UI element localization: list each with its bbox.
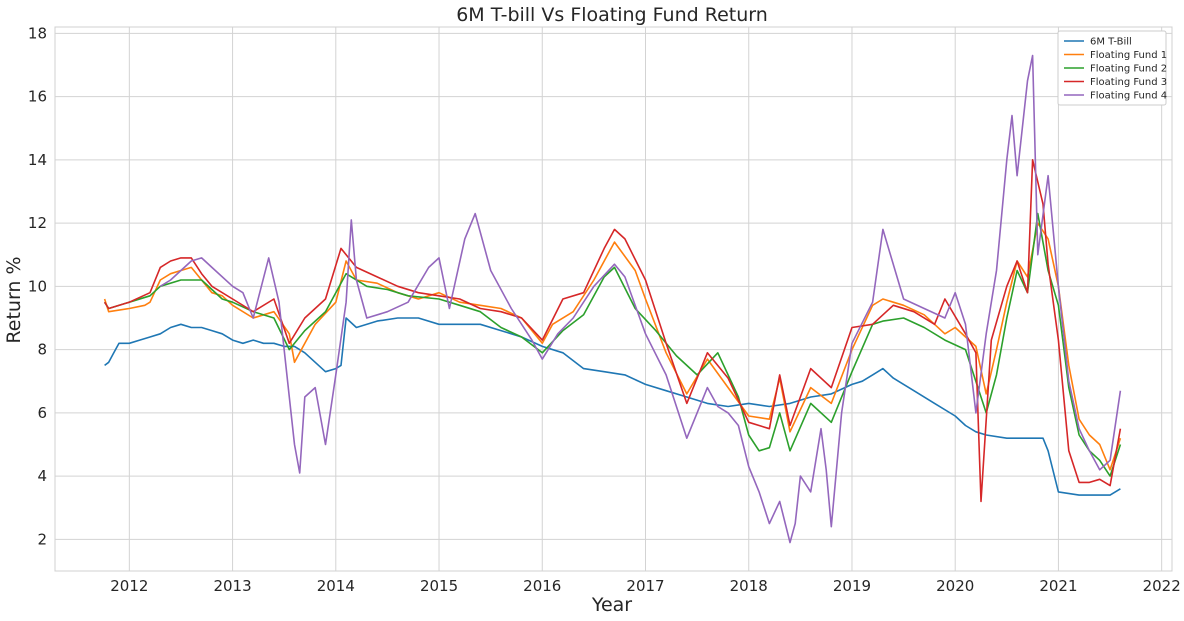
x-tick-label: 2018	[730, 577, 768, 595]
y-tick-label: 14	[28, 151, 47, 169]
x-tick-label: 2021	[1039, 577, 1077, 595]
y-tick-labels: 2 4 6 8 10 12 14 16 18	[28, 24, 47, 548]
series-line-3	[103, 212, 1122, 477]
series-lines	[103, 54, 1122, 544]
y-tick-label: 16	[28, 88, 47, 106]
y-tick-label: 4	[37, 467, 47, 485]
y-tick-label: 10	[28, 277, 47, 295]
y-tick-label: 18	[28, 24, 47, 42]
x-tick-label: 2016	[523, 577, 561, 595]
x-tick-label: 2022	[1143, 577, 1181, 595]
x-tick-label: 2020	[936, 577, 974, 595]
x-tick-label: 2019	[833, 577, 871, 595]
x-tick-labels: 2012 2013 2014 2015 2016 2017 2018 2019 2020 2021…	[110, 577, 1181, 595]
legend-label: Floating Fund 1	[1090, 50, 1167, 61]
x-tick-label: 2017	[626, 577, 664, 595]
chart-title: 6M T-bill Vs Floating Fund Return	[456, 4, 768, 26]
plot-area	[54, 26, 1173, 572]
y-tick-label: 12	[28, 214, 47, 232]
legend-label: Floating Fund 4	[1090, 91, 1167, 102]
legend-label: Floating Fund 3	[1090, 77, 1167, 88]
y-tick-label: 6	[37, 404, 47, 422]
x-axis-title: Year	[591, 594, 632, 616]
legend-box	[1057, 30, 1167, 106]
y-tick-label: 8	[37, 341, 47, 359]
x-tick-label: 2013	[213, 577, 251, 595]
series-line-2	[103, 222, 1122, 471]
x-gridlines	[128, 27, 1163, 571]
legend-label: Floating Fund 2	[1090, 64, 1167, 75]
series-line-5	[159, 54, 1122, 544]
legend: 6M T-Bill Floating Fund 1 Floating Fund 2 F…	[1057, 30, 1167, 106]
legend-label: 6M T-Bill	[1090, 37, 1132, 48]
x-tick-label: 2014	[317, 577, 355, 595]
y-axis-title: Return %	[3, 256, 25, 343]
y-tick-label: 2	[37, 530, 47, 548]
x-tick-label: 2015	[420, 577, 458, 595]
x-tick-label: 2012	[110, 577, 148, 595]
